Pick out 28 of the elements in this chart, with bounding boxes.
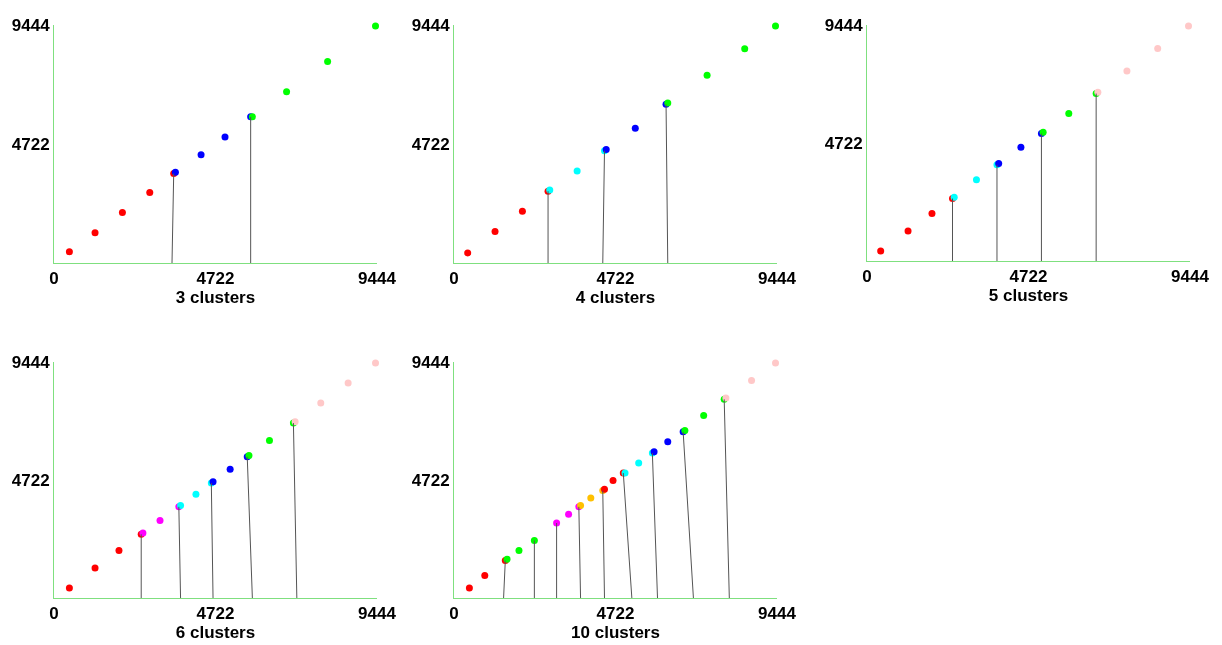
x-axis-title: 10 clusters bbox=[571, 623, 660, 643]
x-axis-title: 4 clusters bbox=[575, 288, 656, 308]
x-tick-label: 0 bbox=[862, 267, 872, 287]
x-tick-label: 0 bbox=[49, 269, 59, 289]
x-tick-label: 9444 bbox=[358, 604, 397, 624]
y-tick-label: 4722 bbox=[11, 134, 50, 154]
x-tick-label: 9444 bbox=[758, 269, 797, 289]
x-tick-label: 9444 bbox=[358, 269, 397, 289]
x-tick-label: 4722 bbox=[596, 269, 635, 289]
x-axis-title: 6 clusters bbox=[175, 623, 256, 643]
y-tick-label: 9444 bbox=[411, 15, 451, 35]
x-tick-label: 0 bbox=[49, 604, 59, 624]
x-tick-label: 9444 bbox=[1171, 267, 1210, 287]
y-tick-label: 4722 bbox=[11, 470, 50, 490]
x-tick-label: 4722 bbox=[596, 604, 635, 624]
x-tick-label: 4722 bbox=[196, 604, 235, 624]
x-tick-label: 0 bbox=[449, 269, 459, 289]
x-axis-title: 3 clusters bbox=[175, 288, 256, 308]
y-tick-label: 9444 bbox=[411, 352, 451, 372]
y-tick-label: 9444 bbox=[11, 352, 51, 372]
y-tick-label: 4722 bbox=[411, 470, 450, 490]
y-tick-label: 4722 bbox=[411, 134, 450, 154]
x-tick-label: 4722 bbox=[196, 269, 235, 289]
x-tick-label: 4722 bbox=[1009, 267, 1048, 287]
x-axis-title: 5 clusters bbox=[988, 286, 1069, 306]
x-tick-label: 0 bbox=[449, 604, 459, 624]
x-tick-label: 9444 bbox=[758, 604, 797, 624]
y-tick-label: 9444 bbox=[11, 15, 51, 35]
